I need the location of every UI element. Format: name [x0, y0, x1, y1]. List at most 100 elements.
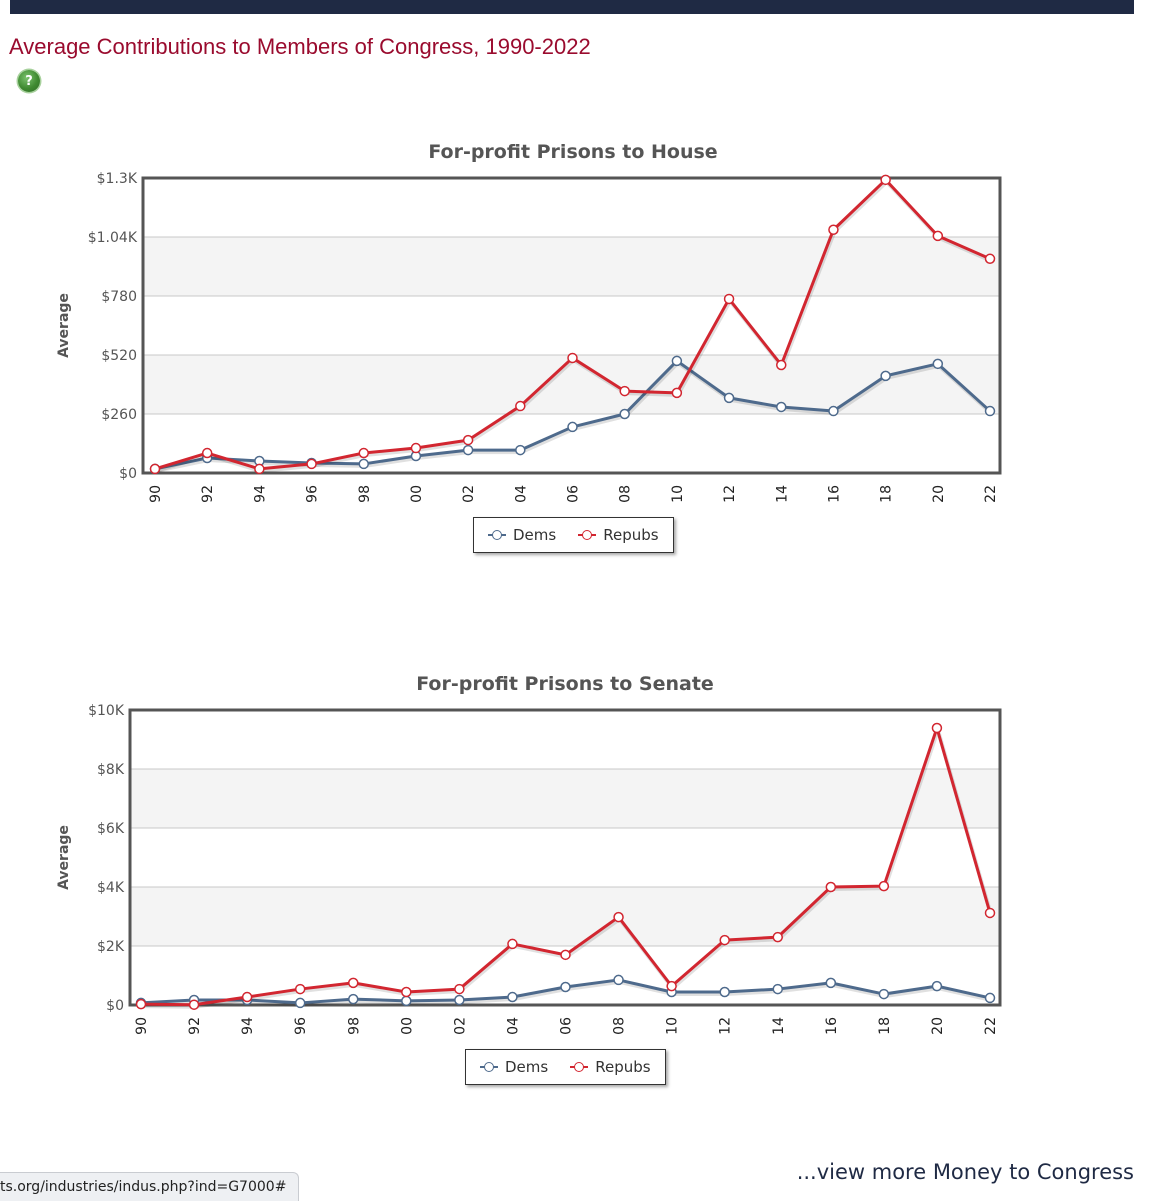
data-point-repubs[interactable] [135, 998, 147, 1010]
data-point-repubs[interactable] [984, 253, 996, 265]
data-point-repubs[interactable] [880, 174, 891, 186]
x-tick-label: 96 [293, 1017, 309, 1035]
x-tick-label: 10 [665, 1017, 681, 1035]
x-tick-label: 02 [461, 485, 477, 503]
x-tick-label: 18 [879, 485, 895, 503]
data-point-dems[interactable] [931, 980, 943, 992]
data-point-repubs[interactable] [666, 980, 677, 992]
data-point-dems[interactable] [878, 988, 890, 1000]
house-chart-title: For-profit Prisons to House [428, 141, 717, 163]
data-point-dems[interactable] [507, 991, 518, 1003]
data-point-repubs[interactable] [567, 352, 578, 364]
data-point-dems[interactable] [358, 458, 369, 470]
data-point-repubs[interactable] [401, 986, 412, 998]
legend-item-dems[interactable]: Dems [488, 526, 556, 544]
x-tick-label: 98 [357, 485, 373, 503]
y-tick-label: $10K [88, 703, 125, 719]
x-tick-label: 18 [877, 1017, 893, 1035]
legend-item-repubs[interactable]: Repubs [578, 526, 659, 544]
x-tick-label: 08 [618, 485, 634, 503]
x-tick-label: 14 [774, 485, 790, 503]
legend-marker-repubs-icon [578, 530, 597, 540]
legend-marker-dems-icon [480, 1062, 498, 1072]
x-tick-label: 98 [346, 1017, 362, 1035]
data-point-repubs[interactable] [201, 447, 213, 459]
x-tick-label: 14 [771, 1017, 787, 1035]
y-tick-label: $4K [97, 880, 125, 896]
legend-marker-repubs-icon [570, 1062, 589, 1072]
data-point-dems[interactable] [723, 392, 735, 404]
data-point-repubs[interactable] [828, 224, 839, 235]
plot-band [143, 355, 1000, 414]
data-point-repubs[interactable] [254, 463, 265, 475]
data-point-dems[interactable] [613, 974, 624, 986]
data-point-repubs[interactable] [507, 938, 518, 950]
data-point-dems[interactable] [294, 997, 306, 1009]
data-point-dems[interactable] [619, 408, 630, 420]
legend-item-dems[interactable]: Dems [480, 1058, 548, 1076]
x-tick-label: 06 [559, 1017, 575, 1035]
x-tick-label: 04 [513, 485, 529, 503]
data-point-repubs[interactable] [878, 880, 890, 892]
data-point-repubs[interactable] [932, 230, 944, 242]
x-tick-label: 90 [148, 485, 164, 503]
legend-label-dems: Dems [513, 526, 557, 544]
data-point-repubs[interactable] [931, 722, 943, 734]
data-point-dems[interactable] [825, 977, 837, 989]
senate-chart-title: For-profit Prisons to Senate [416, 673, 714, 695]
data-point-dems[interactable] [454, 994, 465, 1006]
legend-marker-dems-icon [488, 530, 506, 540]
help-glyph: ? [25, 73, 33, 89]
data-point-repubs[interactable] [825, 881, 837, 893]
data-point-repubs[interactable] [719, 934, 730, 946]
x-tick-label: 08 [612, 1017, 628, 1035]
data-point-dems[interactable] [462, 444, 474, 456]
data-point-dems[interactable] [880, 370, 891, 382]
y-tick-label: $6K [97, 821, 125, 837]
x-tick-label: 96 [305, 485, 321, 503]
view-more-link[interactable]: ...view more Money to Congress [796, 1160, 1134, 1184]
legend-item-repubs[interactable]: Repubs [570, 1058, 651, 1076]
data-point-dems[interactable] [401, 995, 412, 1007]
data-point-dems[interactable] [984, 405, 996, 417]
data-point-repubs[interactable] [671, 387, 683, 399]
data-point-dems[interactable] [348, 993, 359, 1005]
data-point-dems[interactable] [984, 992, 996, 1004]
y-tick-label: $1.3K [97, 171, 138, 187]
question-mark-icon[interactable]: ? [18, 70, 40, 92]
data-point-dems[interactable] [719, 986, 730, 998]
data-point-repubs[interactable] [149, 463, 161, 475]
data-point-repubs[interactable] [358, 447, 369, 459]
header-bar [10, 0, 1134, 14]
data-point-repubs[interactable] [462, 434, 474, 446]
data-point-repubs[interactable] [984, 907, 996, 919]
data-point-repubs[interactable] [723, 293, 735, 305]
data-point-dems[interactable] [932, 358, 944, 370]
x-tick-label: 16 [824, 1017, 840, 1035]
data-point-dems[interactable] [560, 981, 571, 993]
data-point-dems[interactable] [671, 355, 683, 367]
x-tick-label: 10 [670, 485, 686, 503]
data-point-repubs[interactable] [619, 385, 630, 397]
x-tick-label: 02 [452, 1017, 468, 1035]
data-point-repubs[interactable] [306, 458, 317, 470]
x-tick-label: 00 [399, 1017, 415, 1035]
data-point-repubs[interactable] [776, 359, 787, 371]
data-point-repubs[interactable] [410, 442, 422, 454]
data-point-dems[interactable] [772, 983, 783, 995]
data-point-repubs[interactable] [613, 911, 624, 923]
data-point-repubs[interactable] [560, 949, 571, 961]
x-tick-label: 16 [826, 485, 842, 503]
data-point-repubs[interactable] [515, 400, 526, 412]
data-point-dems[interactable] [828, 405, 839, 417]
x-tick-label: 12 [718, 1017, 734, 1035]
data-point-repubs[interactable] [241, 991, 253, 1003]
data-point-dems[interactable] [567, 421, 578, 433]
data-point-dems[interactable] [776, 401, 787, 413]
data-point-repubs[interactable] [772, 931, 783, 943]
data-point-repubs[interactable] [294, 983, 306, 995]
data-point-repubs[interactable] [454, 983, 465, 995]
data-point-repubs[interactable] [188, 999, 200, 1010]
data-point-dems[interactable] [515, 444, 526, 456]
data-point-repubs[interactable] [348, 977, 359, 989]
